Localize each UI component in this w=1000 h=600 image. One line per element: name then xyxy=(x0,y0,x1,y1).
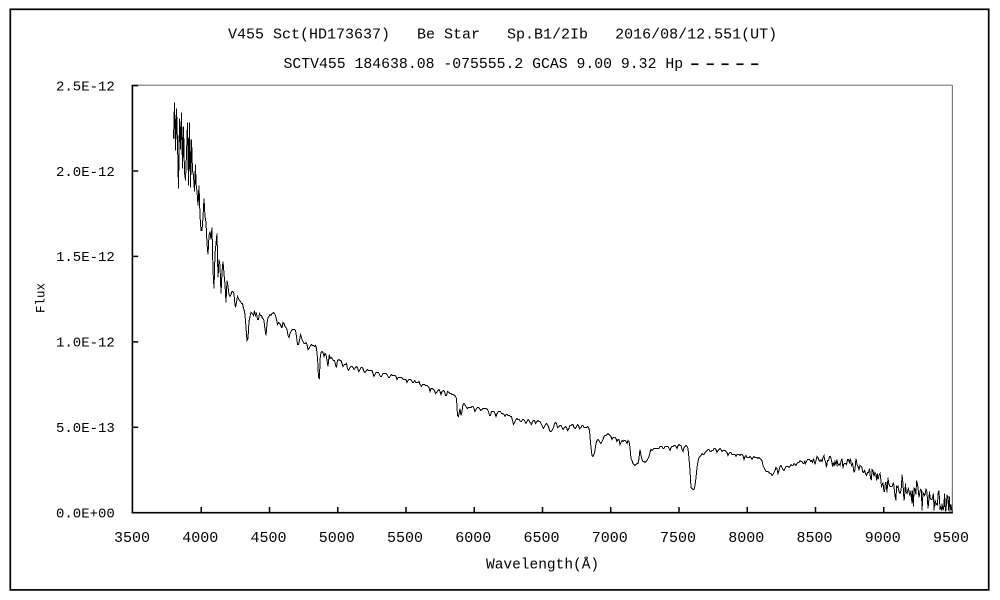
svg-text:9000: 9000 xyxy=(865,530,901,547)
svg-text:SCTV455 184638.08 -075555.2 GC: SCTV455 184638.08 -075555.2 GCAS 9.00 9.… xyxy=(284,57,684,73)
svg-text:3500: 3500 xyxy=(114,530,150,547)
svg-text:0.0E+00: 0.0E+00 xyxy=(56,507,115,523)
svg-text:8000: 8000 xyxy=(728,530,764,547)
svg-text:2.5E-12: 2.5E-12 xyxy=(56,79,115,95)
svg-text:9500: 9500 xyxy=(933,530,969,547)
svg-text:4500: 4500 xyxy=(250,530,286,547)
svg-text:1.5E-12: 1.5E-12 xyxy=(56,250,115,266)
svg-text:6000: 6000 xyxy=(455,530,491,547)
svg-text:V455 Sct(HD173637) Be Star: V455 Sct(HD173637) Be Star Sp.B1/2Ib 201… xyxy=(228,27,777,44)
svg-text:Flux: Flux xyxy=(35,283,49,313)
svg-text:5000: 5000 xyxy=(319,530,355,547)
svg-text:Wavelength(Å): Wavelength(Å) xyxy=(486,557,599,574)
svg-text:7000: 7000 xyxy=(592,530,628,547)
svg-text:5.0E-13: 5.0E-13 xyxy=(56,421,115,437)
svg-text:8500: 8500 xyxy=(796,530,832,547)
svg-text:4000: 4000 xyxy=(182,530,218,547)
svg-text:6500: 6500 xyxy=(523,530,559,547)
svg-text:1.0E-12: 1.0E-12 xyxy=(56,336,115,352)
svg-text:2.0E-12: 2.0E-12 xyxy=(56,165,115,181)
svg-text:7500: 7500 xyxy=(660,530,696,547)
svg-text:5500: 5500 xyxy=(387,530,423,547)
